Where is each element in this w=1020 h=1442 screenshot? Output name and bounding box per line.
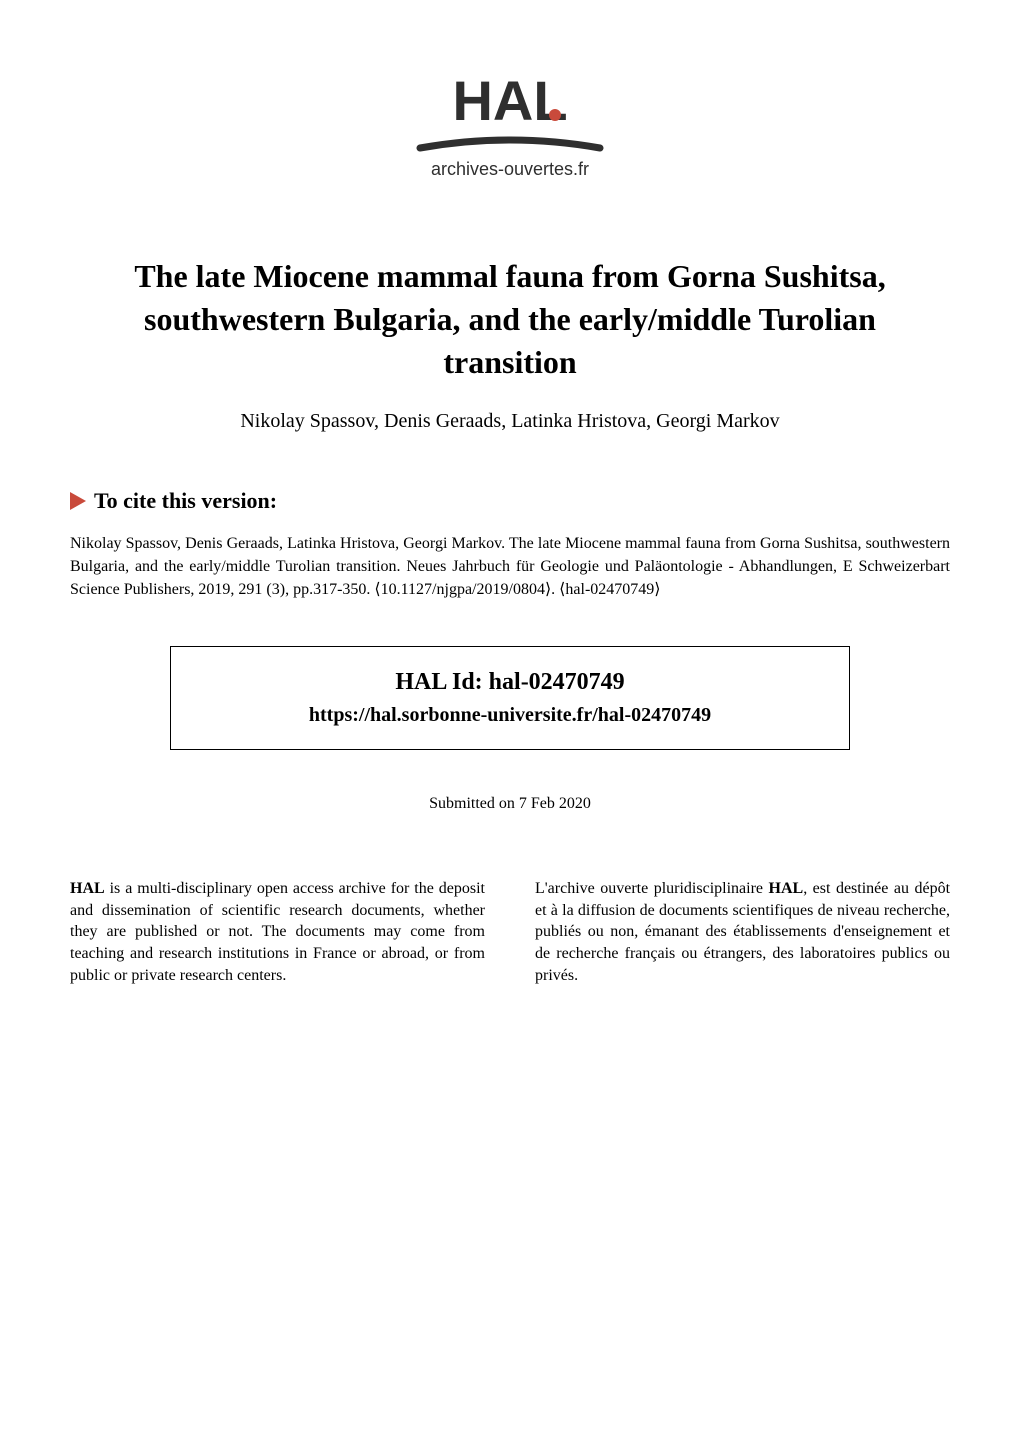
submitted-date: Submitted on 7 Feb 2020	[70, 795, 950, 813]
svg-text:archives-ouvertes.fr: archives-ouvertes.fr	[431, 159, 589, 179]
column-right: L'archive ouverte pluridisciplinaire HAL…	[535, 878, 950, 986]
description-columns: HAL is a multi-disciplinary open access …	[70, 878, 950, 986]
hal-logo-icon: HAL archives-ouvertes.fr	[395, 70, 625, 200]
authors-line: Nikolay Spassov, Denis Geraads, Latinka …	[70, 410, 950, 433]
logo-container: HAL archives-ouvertes.fr	[70, 70, 950, 205]
cite-header-text: To cite this version:	[94, 488, 277, 514]
citation-body: Nikolay Spassov, Denis Geraads, Latinka …	[70, 532, 950, 602]
hal-bold-left: HAL	[70, 880, 105, 897]
hal-id-box: HAL Id: hal-02470749 https://hal.sorbonn…	[170, 646, 850, 750]
column-left-text: is a multi-disciplinary open access arch…	[70, 880, 485, 983]
svg-text:HAL: HAL	[452, 70, 567, 132]
column-right-prefix: L'archive ouverte pluridisciplinaire	[535, 880, 769, 897]
paper-title: The late Miocene mammal fauna from Gorna…	[70, 255, 950, 385]
column-left: HAL is a multi-disciplinary open access …	[70, 878, 485, 986]
hal-id: HAL Id: hal-02470749	[206, 669, 814, 696]
hal-bold-right: HAL	[769, 880, 804, 897]
cite-section: To cite this version: Nikolay Spassov, D…	[70, 488, 950, 602]
triangle-icon	[70, 492, 86, 510]
cite-header: To cite this version:	[70, 488, 950, 514]
hal-url: https://hal.sorbonne-universite.fr/hal-0…	[206, 704, 814, 727]
hal-cover-page: HAL archives-ouvertes.fr The late Miocen…	[0, 0, 1020, 1442]
